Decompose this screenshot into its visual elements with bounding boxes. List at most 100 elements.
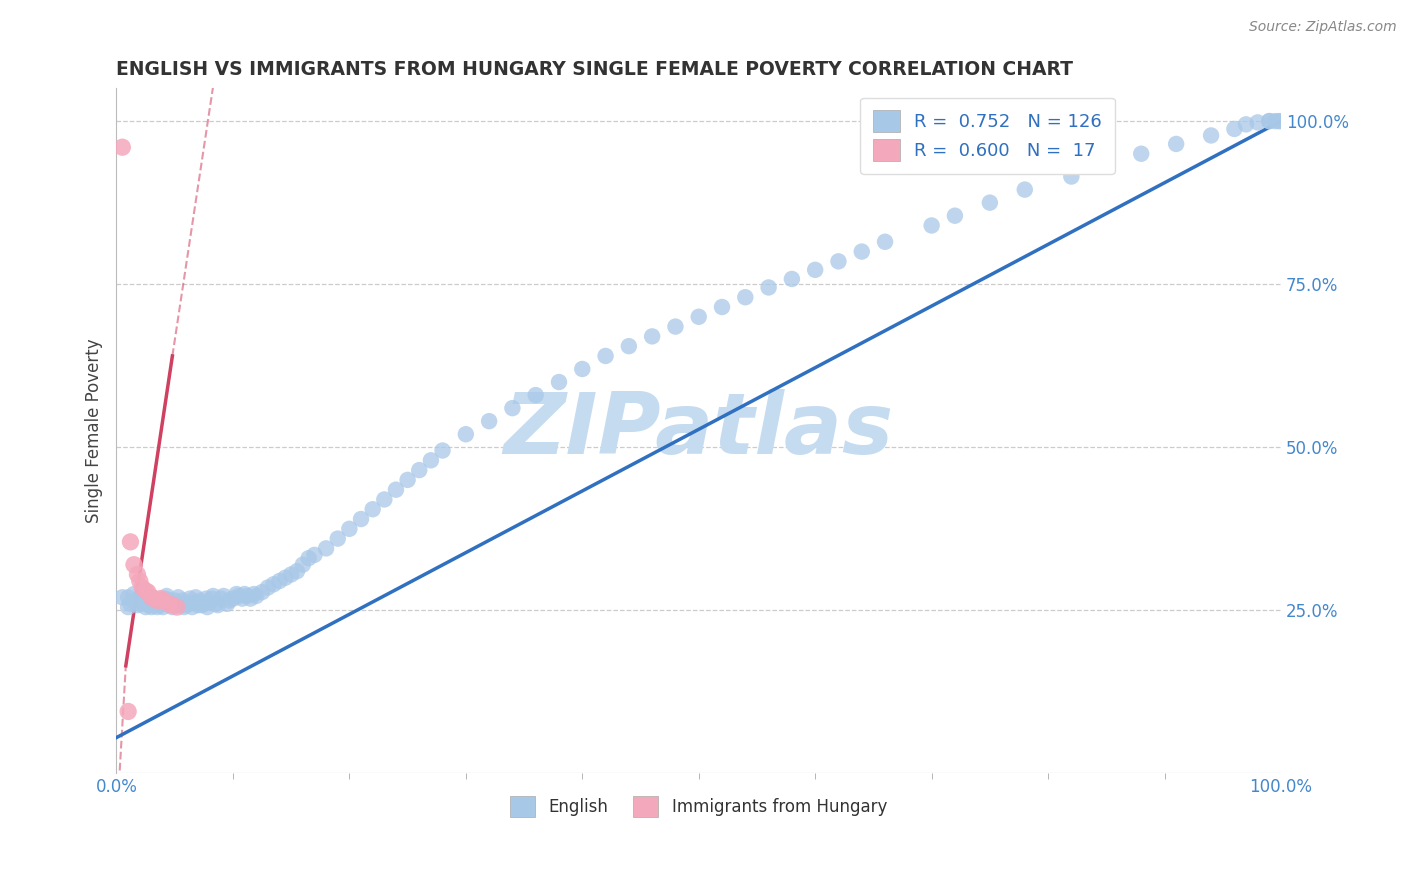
Point	[157, 593, 180, 607]
Point	[217, 597, 239, 611]
Point	[337, 522, 360, 536]
Text: ENGLISH VS IMMIGRANTS FROM HUNGARY SINGLE FEMALE POVERTY CORRELATION CHART: ENGLISH VS IMMIGRANTS FROM HUNGARY SINGL…	[117, 60, 1074, 78]
Point	[291, 558, 314, 572]
Point	[149, 593, 172, 607]
Point	[148, 598, 170, 612]
Point	[231, 591, 253, 606]
Point	[780, 272, 803, 286]
Point	[408, 463, 430, 477]
Point	[138, 593, 160, 607]
Point	[943, 209, 966, 223]
Point	[177, 597, 200, 611]
Point	[141, 597, 163, 611]
Point	[1247, 115, 1270, 129]
Text: Source: ZipAtlas.com: Source: ZipAtlas.com	[1249, 20, 1396, 34]
Point	[688, 310, 710, 324]
Point	[157, 598, 180, 612]
Point	[257, 581, 280, 595]
Point	[285, 564, 308, 578]
Point	[201, 591, 224, 606]
Point	[250, 585, 273, 599]
Point	[571, 362, 593, 376]
Point	[326, 532, 349, 546]
Point	[1234, 117, 1257, 131]
Point	[117, 600, 139, 615]
Point	[873, 235, 896, 249]
Point	[157, 597, 180, 611]
Point	[1166, 136, 1188, 151]
Point	[979, 195, 1001, 210]
Y-axis label: Single Female Poverty: Single Female Poverty	[86, 339, 103, 524]
Point	[128, 597, 150, 611]
Point	[128, 591, 150, 605]
Point	[127, 567, 149, 582]
Point	[155, 591, 177, 606]
Point	[195, 600, 218, 615]
Point	[111, 591, 134, 605]
Point	[160, 597, 183, 611]
Point	[172, 593, 194, 607]
Point	[152, 595, 174, 609]
Point	[166, 600, 188, 615]
Point	[1267, 114, 1289, 128]
Point	[143, 591, 166, 606]
Point	[239, 591, 262, 606]
Point	[190, 598, 212, 612]
Point	[1060, 169, 1083, 184]
Point	[1264, 114, 1286, 128]
Point	[212, 589, 235, 603]
Point	[315, 541, 337, 556]
Point	[385, 483, 408, 497]
Point	[298, 551, 321, 566]
Point	[131, 591, 153, 606]
Point	[1258, 114, 1281, 128]
Point	[202, 589, 225, 603]
Point	[163, 593, 186, 607]
Point	[117, 705, 139, 719]
Point	[373, 492, 395, 507]
Point	[162, 598, 184, 612]
Point	[396, 473, 419, 487]
Point	[179, 591, 201, 606]
Point	[149, 591, 172, 606]
Point	[501, 401, 523, 416]
Point	[218, 593, 240, 607]
Point	[176, 598, 198, 612]
Point	[222, 591, 245, 606]
Point	[204, 597, 226, 611]
Point	[146, 593, 169, 607]
Point	[166, 598, 188, 612]
Point	[595, 349, 617, 363]
Point	[304, 548, 326, 562]
Point	[131, 581, 153, 595]
Point	[181, 600, 204, 615]
Point	[135, 597, 157, 611]
Point	[524, 388, 547, 402]
Point	[243, 587, 266, 601]
Point	[173, 600, 195, 615]
Point	[548, 375, 571, 389]
Point	[1270, 114, 1292, 128]
Point	[209, 591, 232, 606]
Point	[128, 574, 150, 588]
Point	[711, 300, 734, 314]
Point	[664, 319, 686, 334]
Point	[135, 583, 157, 598]
Point	[225, 587, 247, 601]
Point	[122, 558, 145, 572]
Point	[111, 140, 134, 154]
Point	[120, 534, 142, 549]
Point	[1130, 146, 1153, 161]
Point	[195, 591, 218, 606]
Point	[127, 598, 149, 612]
Point	[122, 593, 145, 607]
Point	[827, 254, 849, 268]
Point	[163, 597, 186, 611]
Point	[141, 591, 163, 605]
Point	[280, 567, 302, 582]
Point	[142, 591, 165, 606]
Point	[478, 414, 501, 428]
Point	[419, 453, 441, 467]
Point	[228, 589, 250, 603]
Point	[454, 427, 477, 442]
